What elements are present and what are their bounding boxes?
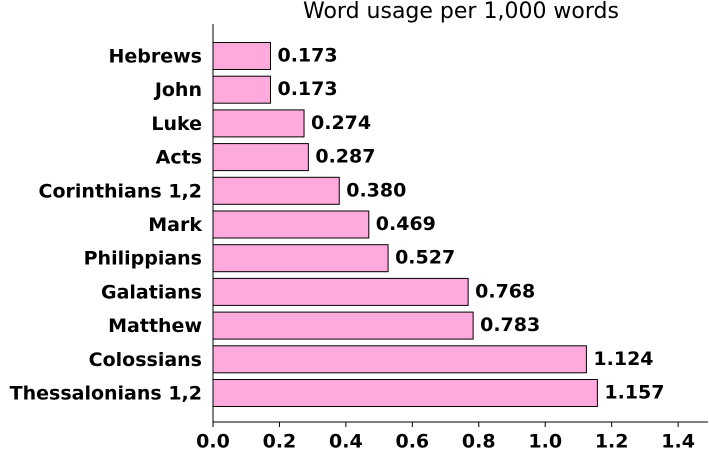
value-label: 0.287 bbox=[315, 146, 375, 168]
x-tick-label: 1.2 bbox=[595, 431, 629, 453]
value-label: 0.173 bbox=[277, 45, 337, 67]
bar bbox=[212, 75, 271, 104]
y-tick-label: Mark bbox=[148, 214, 202, 236]
value-label: 0.173 bbox=[277, 78, 337, 100]
value-label: 0.274 bbox=[311, 112, 371, 134]
bar bbox=[212, 143, 309, 172]
bar bbox=[212, 277, 469, 306]
bar bbox=[212, 109, 305, 138]
y-tick-label: Corinthians 1,2 bbox=[39, 180, 202, 202]
value-label: 0.469 bbox=[376, 213, 436, 235]
y-tick-label: Acts bbox=[156, 147, 202, 169]
x-tick-label: 0.8 bbox=[462, 431, 496, 453]
y-tick-label: Thessalonians 1,2 bbox=[10, 383, 202, 405]
bar bbox=[212, 176, 340, 205]
y-tick-label: Matthew bbox=[108, 315, 202, 337]
bar bbox=[212, 379, 598, 407]
bar bbox=[212, 210, 370, 239]
value-label: 0.380 bbox=[346, 179, 406, 201]
y-tick-label: Hebrews bbox=[108, 46, 202, 68]
value-label: 0.783 bbox=[480, 314, 540, 336]
chart-title: Word usage per 1,000 words bbox=[303, 0, 619, 24]
value-label: 1.157 bbox=[604, 382, 664, 404]
x-tick-label: 0.4 bbox=[329, 431, 363, 453]
y-tick-label: Colossians bbox=[89, 349, 202, 371]
bar bbox=[212, 42, 271, 70]
x-tick-label: 0.0 bbox=[196, 431, 230, 453]
y-tick-label: Philippians bbox=[84, 248, 202, 270]
x-tick-label: 1.0 bbox=[528, 431, 562, 453]
x-tick-label: 0.2 bbox=[263, 431, 297, 453]
bar bbox=[212, 244, 389, 273]
x-tick-label: 1.4 bbox=[661, 431, 695, 453]
bar bbox=[212, 345, 587, 374]
value-label: 1.124 bbox=[593, 348, 653, 370]
value-label: 0.527 bbox=[395, 247, 455, 269]
bar bbox=[212, 311, 474, 340]
x-tick-label: 0.6 bbox=[395, 431, 429, 453]
y-tick-label: Luke bbox=[151, 113, 202, 135]
y-tick-label: John bbox=[153, 79, 202, 101]
y-tick-label: Galatians bbox=[101, 281, 202, 303]
value-label: 0.768 bbox=[475, 280, 535, 302]
